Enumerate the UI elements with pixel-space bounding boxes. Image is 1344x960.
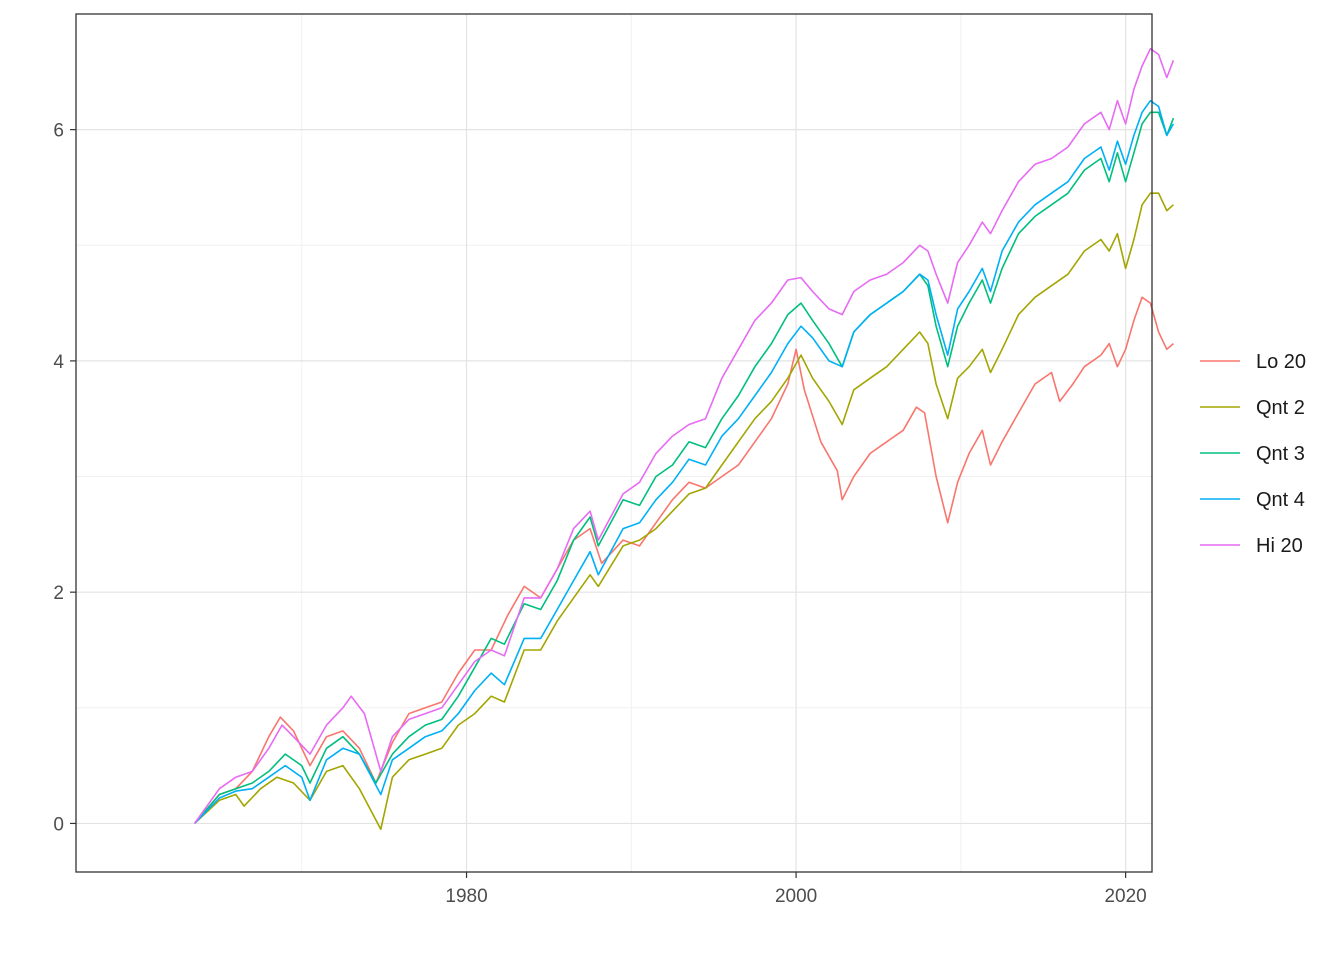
legend-label: Lo 20 xyxy=(1256,351,1306,373)
series-line-qnt-4 xyxy=(194,99,1175,824)
grid-lines xyxy=(76,13,1152,872)
legend: Lo 20 Qnt 2 Qnt 3 Qnt 4 Hi 20 xyxy=(1200,351,1306,557)
series-lines xyxy=(193,47,1175,830)
x-tick-label: 2020 xyxy=(1104,886,1146,907)
legend-label: Hi 20 xyxy=(1256,535,1303,557)
series-line-qnt-3 xyxy=(193,111,1175,824)
plot-panel-border xyxy=(75,13,1153,873)
x-tick-label: 1980 xyxy=(445,886,487,907)
y-tick-label: 4 xyxy=(53,352,64,373)
x-tick-label: 2000 xyxy=(775,886,817,907)
y-tick-label: 2 xyxy=(53,583,64,604)
y-tick-label: 6 xyxy=(53,121,64,142)
series-line-qnt-2 xyxy=(194,192,1174,830)
legend-label: Qnt 3 xyxy=(1256,443,1305,465)
axes: 1980 2000 2020 0 2 4 6 xyxy=(53,121,1146,907)
series-line-lo-20 xyxy=(193,296,1174,824)
series-line-hi-20 xyxy=(193,47,1175,824)
y-tick-label: 0 xyxy=(53,814,64,835)
legend-label: Qnt 2 xyxy=(1256,397,1305,419)
legend-label: Qnt 4 xyxy=(1256,489,1305,511)
